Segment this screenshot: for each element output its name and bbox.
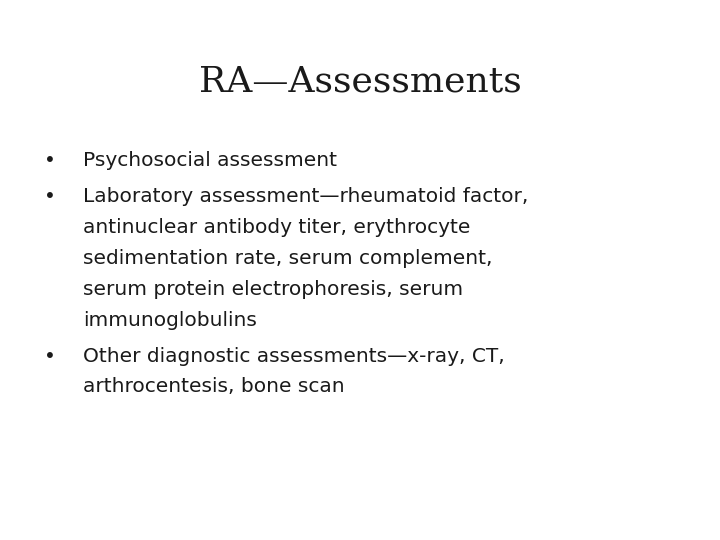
Text: Other diagnostic assessments—x-ray, CT,: Other diagnostic assessments—x-ray, CT, bbox=[83, 347, 505, 366]
Text: •: • bbox=[45, 347, 56, 366]
Text: Laboratory assessment—rheumatoid factor,: Laboratory assessment—rheumatoid factor, bbox=[83, 187, 528, 206]
Text: RA—Assessments: RA—Assessments bbox=[199, 65, 521, 99]
Text: immunoglobulins: immunoglobulins bbox=[83, 310, 256, 329]
Text: sedimentation rate, serum complement,: sedimentation rate, serum complement, bbox=[83, 249, 492, 268]
Text: antinuclear antibody titer, erythrocyte: antinuclear antibody titer, erythrocyte bbox=[83, 218, 470, 237]
Text: •: • bbox=[45, 187, 56, 206]
Text: Psychosocial assessment: Psychosocial assessment bbox=[83, 151, 337, 170]
Text: arthrocentesis, bone scan: arthrocentesis, bone scan bbox=[83, 377, 344, 396]
Text: •: • bbox=[45, 151, 56, 170]
Text: serum protein electrophoresis, serum: serum protein electrophoresis, serum bbox=[83, 280, 463, 299]
